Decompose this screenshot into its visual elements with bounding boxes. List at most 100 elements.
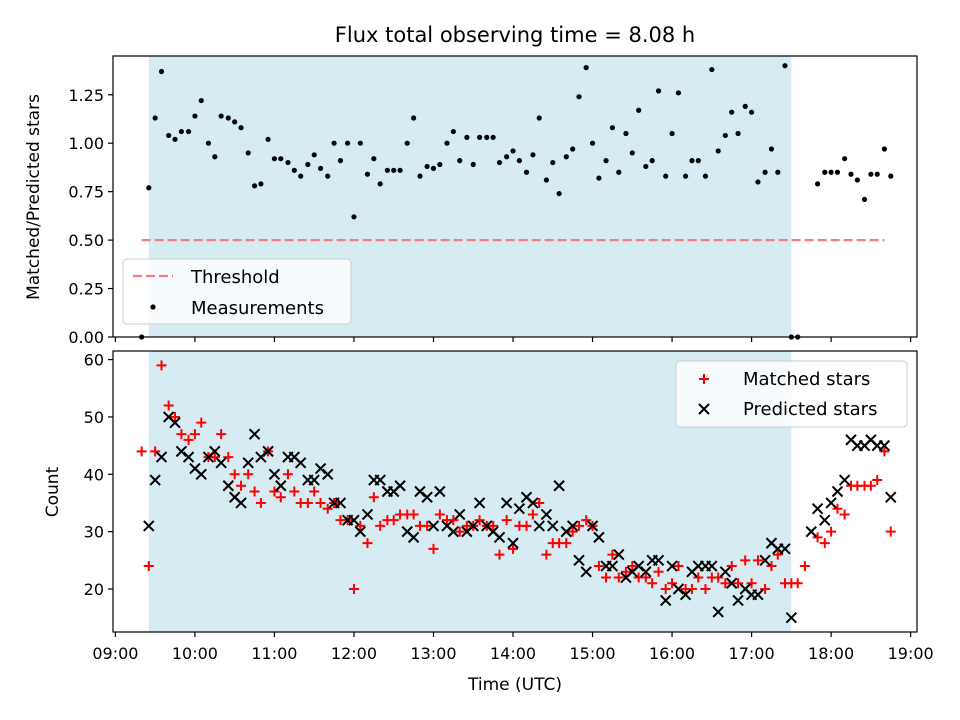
predicted-stars-point [533, 520, 545, 532]
measurement-point [695, 158, 701, 164]
measurement-point [305, 161, 311, 168]
matched-stars-point [713, 572, 724, 583]
matched-stars-point [726, 561, 737, 572]
predicted-stars-point [143, 520, 155, 532]
predicted-stars-point [732, 594, 744, 607]
matched-stars-point [170, 411, 181, 422]
predicted-stars-point [314, 462, 327, 475]
matched-stars-point [700, 583, 711, 594]
predicted-stars-point [725, 577, 738, 589]
measurement-point [152, 115, 158, 121]
measurement-point [265, 136, 271, 142]
measurement-point [377, 181, 383, 187]
measurement-point [325, 173, 331, 179]
measurement-point [655, 88, 662, 94]
matched-stars-point [269, 486, 280, 497]
predicted-stars-point [215, 457, 227, 469]
measurement-point [225, 115, 231, 121]
predicted-stars-point [831, 485, 844, 498]
measurement-point [842, 156, 848, 162]
measurement-point [357, 140, 363, 146]
predicted-stars-point [407, 531, 420, 544]
measurement-point [371, 156, 377, 162]
measurement-point [596, 175, 602, 181]
time-x-axis-label: Time (UTC) [467, 675, 562, 695]
measurement-point [550, 159, 556, 166]
matched-stars-point [388, 515, 399, 526]
measurement-point [868, 171, 874, 177]
measurement-point [643, 163, 649, 170]
y-tick-label: 20 [84, 580, 104, 599]
matched-stars-point [601, 572, 612, 583]
predicted-stars-point [248, 428, 261, 440]
measurement-point [344, 140, 351, 146]
matched-stars-point [667, 578, 678, 589]
x-tick-label: 18:00 [808, 644, 854, 663]
matched-stars-point [885, 526, 896, 537]
predicted-stars-point [235, 497, 247, 509]
measurement-point [232, 119, 238, 125]
matched-stars-point [302, 497, 313, 508]
predicted-stars-point [434, 485, 446, 498]
matched-stars-point [541, 549, 552, 560]
predicted-stars-point [348, 514, 360, 526]
measurement-point [516, 158, 522, 164]
matched-stars-legend-label: Matched stars [743, 369, 870, 390]
predicted-stars-point [666, 560, 678, 572]
predicted-stars-point [811, 502, 824, 515]
matched-stars-point [355, 520, 366, 531]
x-tick-label: 09:00 [92, 644, 138, 663]
measurement-point [616, 169, 622, 175]
measurement-point [298, 173, 304, 179]
predicted-stars-point [473, 497, 486, 509]
predicted-stars-point [421, 491, 433, 503]
matched-stars-point [229, 469, 240, 480]
predicted-stars-point [268, 468, 281, 481]
predicted-stars-point [878, 439, 891, 452]
measurement-point [510, 148, 516, 154]
predicted-stars-point [652, 554, 665, 567]
matched-stars-point [136, 446, 147, 457]
measurement-point [185, 128, 192, 135]
matched-stars-point [216, 429, 227, 440]
x-tick-label: 16:00 [649, 644, 695, 663]
matched-stars-point [673, 561, 684, 572]
measurement-point [158, 68, 165, 75]
matched-stars-point [686, 583, 697, 594]
measurement-point [172, 136, 178, 142]
predicted-stars-point [586, 520, 599, 532]
matched-stars-point [150, 446, 161, 457]
measurement-point [768, 146, 775, 152]
measurement-point [689, 158, 695, 164]
predicted-stars-point [414, 485, 426, 498]
predicted-stars-point [632, 560, 645, 572]
measurement-point [629, 150, 635, 156]
matched-stars-point [593, 561, 604, 572]
measurement-point [311, 152, 317, 158]
measurement-point [464, 134, 470, 140]
predicted-stars-point [540, 508, 553, 521]
matched-stars-point [428, 543, 439, 554]
matched-stars-point [501, 515, 512, 526]
measurement-point [576, 94, 582, 100]
matched-stars-point [799, 561, 810, 572]
measurement-point [351, 214, 357, 220]
axes-frame [112, 55, 918, 338]
measurement-point [755, 179, 761, 185]
matched-stars-point [521, 520, 532, 531]
measurement-point [198, 97, 204, 104]
predicted-stars-point [255, 451, 267, 463]
x-tick-label: 14:00 [490, 644, 536, 663]
matched-stars-point [567, 526, 578, 537]
predicted-stars-point [573, 554, 585, 567]
measurement-point [205, 140, 212, 146]
measurement-point [477, 134, 483, 140]
measurement-point [881, 146, 887, 152]
matched-stars-point [865, 480, 876, 491]
measurement-point [854, 177, 860, 183]
predicted-stars-point [454, 508, 466, 521]
predicted-stars-point [322, 468, 334, 481]
predicted-stars-point [819, 514, 831, 526]
matched-stars-point [733, 578, 744, 589]
measurement-point [609, 125, 616, 131]
